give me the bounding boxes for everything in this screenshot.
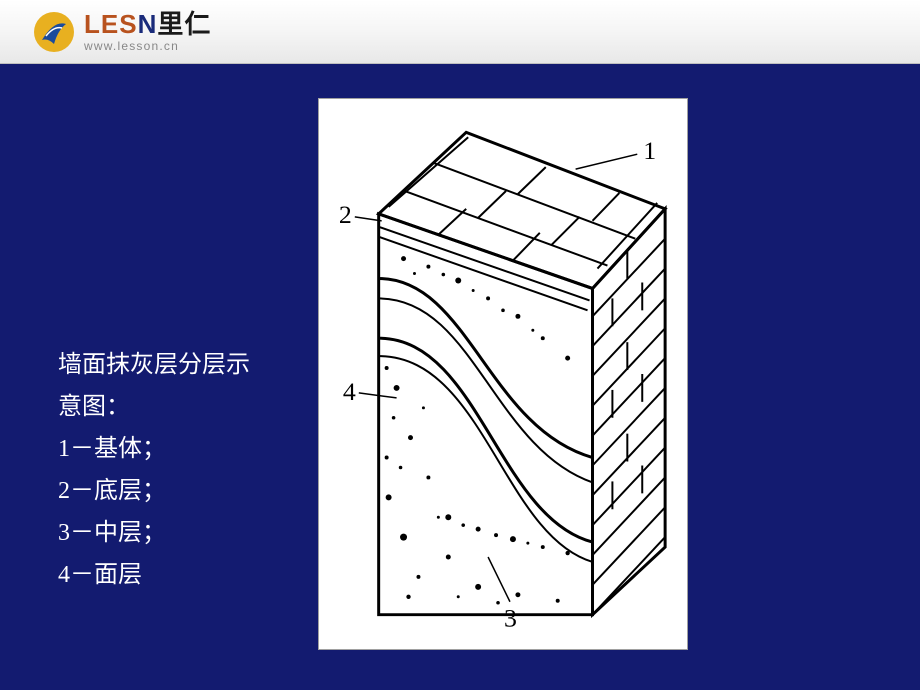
caption-title-line2: 意图： — [58, 386, 250, 428]
caption-item-1: 1－基体； — [58, 428, 250, 470]
logo-url: www.lesson.cn — [84, 40, 211, 52]
header: LES N 里仁 www.lesson.cn — [0, 0, 920, 64]
wall-plaster-diagram-icon: 1 2 3 4 — [319, 99, 687, 649]
logo-part-les: LES — [84, 11, 138, 37]
diagram-label-3: 3 — [504, 604, 517, 633]
diagram-label-4: 4 — [343, 377, 356, 406]
logo-brand: LES N 里仁 — [84, 11, 211, 38]
logo-text: LES N 里仁 www.lesson.cn — [84, 11, 211, 52]
caption-item-4: 4－面层 — [58, 554, 250, 596]
diagram: 1 2 3 4 — [318, 98, 688, 650]
logo-mark-icon — [32, 10, 76, 54]
caption: 墙面抹灰层分层示 意图： 1－基体； 2－底层； 3－中层； 4－面层 — [58, 344, 250, 596]
diagram-label-2: 2 — [339, 200, 352, 229]
slide-content: 墙面抹灰层分层示 意图： 1－基体； 2－底层； 3－中层； 4－面层 — [0, 64, 920, 690]
caption-item-3: 3－中层； — [58, 512, 250, 554]
diagram-label-1: 1 — [643, 136, 656, 165]
caption-title-line1: 墙面抹灰层分层示 — [58, 344, 250, 386]
logo-part-n: N — [138, 11, 158, 37]
logo-part-cn: 里仁 — [157, 12, 211, 38]
logo: LES N 里仁 www.lesson.cn — [32, 10, 211, 54]
caption-item-2: 2－底层； — [58, 470, 250, 512]
